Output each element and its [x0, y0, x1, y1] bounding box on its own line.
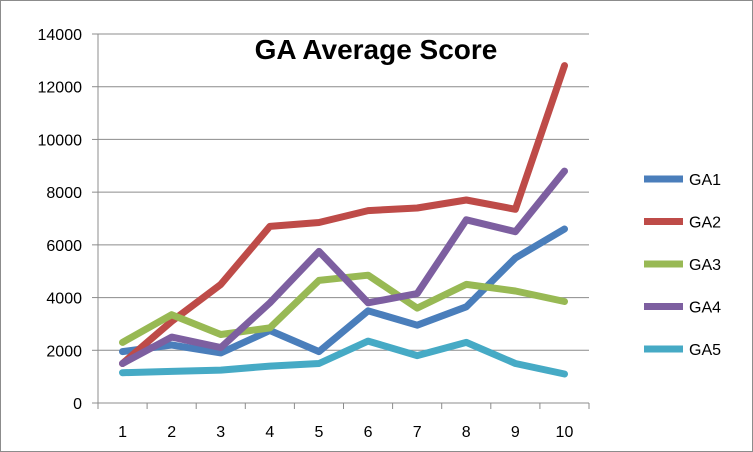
x-tick-label: 2 — [167, 424, 176, 441]
x-tick-label: 1 — [118, 424, 127, 441]
x-tick-label: 10 — [556, 424, 574, 441]
series-line-ga4 — [119, 167, 568, 367]
x-tick-label: 8 — [462, 424, 471, 441]
y-tick-label: 2000 — [46, 343, 82, 360]
y-tick-label: 4000 — [46, 291, 82, 308]
legend: GA1 GA2 GA3 GA4 GA5 — [644, 172, 721, 359]
series-line-ga5 — [119, 337, 568, 378]
y-tick-label: 12000 — [38, 80, 83, 97]
legend-label-ga3: GA3 — [689, 257, 721, 274]
x-tick-label: 4 — [265, 424, 274, 441]
x-tick-label: 3 — [216, 424, 225, 441]
y-tick-label: 6000 — [46, 238, 82, 255]
series-line-ga2 — [119, 62, 568, 367]
y-tick-label: 8000 — [46, 185, 82, 202]
x-tick-label: 7 — [413, 424, 422, 441]
axes: 0 2000 4000 6000 8000 10000 12000 14000 1 2 3 4 5 6 7 8… — [38, 27, 590, 441]
legend-label-ga4: GA4 — [689, 300, 721, 317]
x-tick-label: 5 — [314, 424, 323, 441]
legend-label-ga1: GA1 — [689, 172, 721, 189]
y-tick-label: 14000 — [38, 27, 83, 44]
y-tick-label: 10000 — [38, 132, 83, 149]
chart-title: GA Average Score — [255, 34, 498, 65]
legend-label-ga5: GA5 — [689, 342, 721, 359]
series-lines — [119, 62, 568, 378]
series-line-ga1 — [119, 225, 568, 357]
y-tick-label: 0 — [73, 396, 82, 413]
x-tick-label: 9 — [511, 424, 520, 441]
x-tick-label: 6 — [364, 424, 373, 441]
gridlines — [98, 33, 589, 351]
legend-label-ga2: GA2 — [689, 215, 721, 232]
